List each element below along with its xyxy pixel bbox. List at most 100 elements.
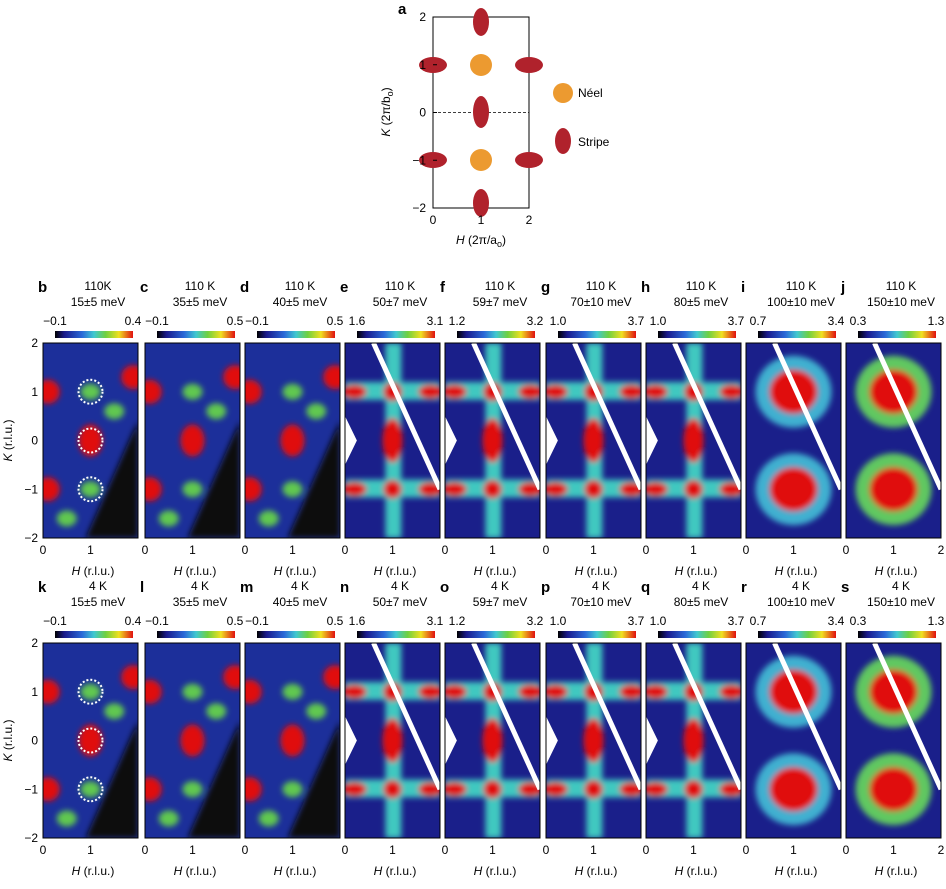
heatmap [846, 343, 941, 538]
x-tick-label: 0 [643, 843, 650, 857]
blob [145, 379, 162, 404]
y-tick-label: −1 [412, 153, 426, 167]
y-tick-label: −1 [24, 782, 38, 796]
blob [646, 482, 668, 497]
var: H [374, 864, 383, 878]
colorbar [858, 631, 936, 638]
x-tick-label: 1 [790, 543, 797, 557]
blob [245, 777, 262, 802]
frame [344, 642, 441, 839]
frame [344, 342, 441, 539]
blob [258, 510, 279, 527]
y-tick-label: 0 [419, 106, 426, 120]
blob [78, 424, 103, 457]
var: H [775, 564, 784, 578]
mask-line [772, 643, 841, 791]
unit: (r.l.u.) [84, 564, 115, 578]
heatmap [245, 343, 340, 538]
blob [182, 383, 203, 400]
panel-letter: n [340, 579, 349, 596]
blob [78, 724, 103, 757]
unit: (r.l.u.) [887, 564, 918, 578]
heatmap [345, 343, 440, 538]
energy: 80±5 meV [674, 295, 729, 309]
colorbar-max: 3.2 [527, 614, 544, 628]
blob [280, 724, 305, 757]
temperature: 4 K [592, 579, 610, 593]
wedge [445, 716, 457, 765]
var: H [72, 864, 81, 878]
mask-line [371, 643, 440, 791]
var: H [474, 864, 483, 878]
energy: 150±10 meV [867, 295, 935, 309]
blob [158, 810, 179, 827]
blob [719, 782, 741, 797]
temperature: 4 K [291, 579, 309, 593]
energy: 50±7 meV [373, 595, 428, 609]
energy: 70±10 meV [570, 595, 631, 609]
energy: 50±7 meV [373, 295, 428, 309]
panel-letter: q [641, 579, 650, 596]
x-axis-label: H (r.l.u.) [575, 564, 618, 578]
var: H [374, 564, 383, 578]
energy: 150±10 meV [867, 595, 935, 609]
colorbar [658, 331, 736, 338]
blob [769, 669, 818, 714]
blob [323, 665, 340, 690]
blob [869, 767, 918, 812]
unit: ) [379, 87, 393, 91]
blob [145, 679, 162, 704]
temperature: 110 K [586, 279, 616, 293]
blobs [43, 365, 138, 538]
var: H [875, 864, 884, 878]
blob [282, 383, 303, 400]
panel-letter: c [140, 279, 148, 296]
x-tick-label: 0 [342, 843, 349, 857]
blob [518, 384, 540, 399]
colorbar-min: 1.2 [449, 314, 466, 328]
blob [646, 684, 668, 699]
mask-line [772, 343, 841, 491]
unit: (r.l.u.) [1, 419, 15, 450]
blob [80, 683, 101, 700]
colorbar-max: 0.5 [327, 314, 344, 328]
temperature: 110 K [686, 279, 716, 293]
energy: 35±5 meV [173, 295, 228, 309]
x-tick-label: 0 [843, 843, 850, 857]
temperature: 110 K [285, 279, 315, 293]
blob [546, 684, 568, 699]
wedge [646, 716, 658, 765]
x-tick-label: 1 [189, 543, 196, 557]
unit: (r.l.u.) [787, 564, 818, 578]
y-tick-label: 1 [31, 685, 38, 699]
y-tick-label: 0 [31, 434, 38, 448]
neel-spots [470, 54, 492, 171]
colorbar-min: −0.1 [245, 614, 269, 628]
colorbar-max: 3.7 [728, 314, 745, 328]
blob [121, 365, 138, 390]
colorbar [157, 331, 235, 338]
blob [206, 403, 227, 420]
x-tick-label: 0 [543, 543, 550, 557]
blob [619, 482, 641, 497]
colorbar [357, 631, 435, 638]
energy: 100±10 meV [767, 295, 835, 309]
unit: (r.l.u.) [84, 864, 115, 878]
heatmap [646, 643, 741, 838]
blob [43, 379, 60, 404]
var: H [174, 564, 183, 578]
panel-letter: o [440, 579, 449, 596]
colorbar-min: 0.7 [750, 614, 767, 628]
heatmap [546, 343, 641, 538]
blob [518, 684, 540, 699]
unit: ) [502, 233, 506, 247]
frame [42, 342, 139, 539]
blob [282, 683, 303, 700]
y-tick-label: 2 [31, 336, 38, 350]
blob [182, 781, 203, 798]
temperature: 110K [84, 279, 111, 293]
